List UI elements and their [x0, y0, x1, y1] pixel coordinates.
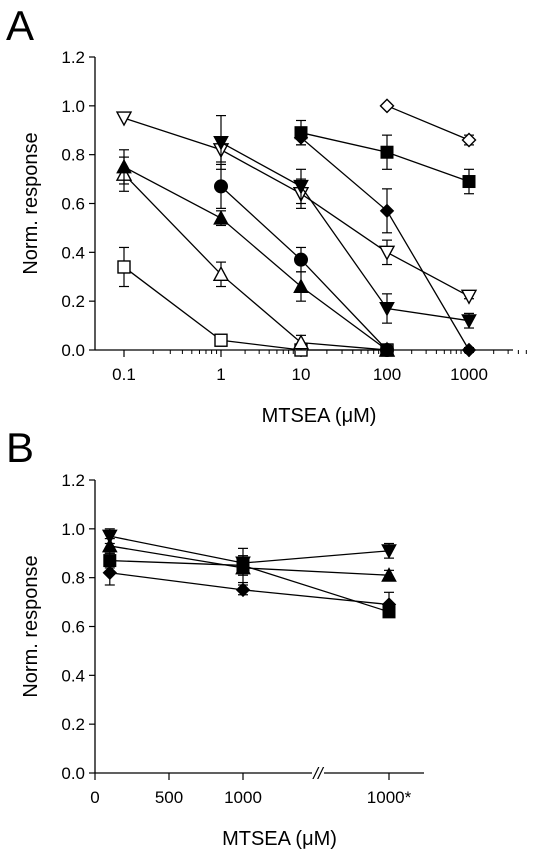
- x-tick-label: 1000: [450, 365, 488, 384]
- y-axis-title: Norm. response: [20, 132, 42, 274]
- series-filled-square: [294, 119, 476, 195]
- data-point-filled-triangle-down: [101, 529, 118, 545]
- data-point-filled-circle: [214, 179, 228, 194]
- data-point-filled-diamond: [235, 582, 251, 598]
- series-line: [123, 166, 388, 351]
- series-line: [220, 141, 470, 322]
- y-tick-label: 0.0: [61, 764, 85, 783]
- data-point-open-diamond: [379, 98, 395, 114]
- data-point-filled-triangle-up: [293, 278, 309, 294]
- series-open-triangle-up: [115, 156, 396, 357]
- data-point-open-triangle-up: [292, 334, 310, 350]
- chart-panel-a: 0.0 0.2 0.4 0.6 0.8 1.0 1.2 0.1 1 10 100 1000 MTSEA …: [20, 48, 527, 427]
- y-tick-label: 0.0: [61, 341, 85, 360]
- y-axis-title: Norm. response: [20, 555, 42, 697]
- y-tick-label: 1.2: [61, 48, 85, 67]
- data-point-filled-circle: [380, 343, 394, 357]
- x-tick-label: 1000*: [367, 788, 412, 807]
- y-tick-label: 0.6: [61, 195, 85, 214]
- y-tick-label: 0.2: [61, 292, 85, 311]
- data-point-filled-triangle-up: [381, 567, 397, 582]
- data-point-filled-triangle-down: [293, 179, 309, 195]
- panel-a-label: A: [6, 2, 34, 49]
- series-open-square: [117, 246, 394, 357]
- data-point-filled-triangle-down: [213, 135, 229, 151]
- x-tick-label: 0.1: [112, 365, 136, 384]
- data-point-open-square: [214, 333, 228, 347]
- series-line: [123, 173, 388, 351]
- x-tick-label: 10: [292, 365, 311, 384]
- y-tick-label: 0.4: [61, 666, 85, 685]
- series-line: [109, 572, 390, 606]
- series-filled-circle: [214, 163, 394, 357]
- data-point-open-triangle-up: [212, 265, 230, 282]
- data-point-filled-square: [236, 558, 250, 572]
- y-tick-label: 0.8: [61, 146, 85, 165]
- panel-b-label: B: [6, 424, 34, 471]
- data-point-filled-triangle-down: [461, 314, 477, 329]
- data-point-open-triangle-down: [115, 111, 133, 127]
- data-point-open-square: [117, 260, 131, 274]
- data-point-filled-square: [380, 145, 394, 159]
- data-point-filled-circle: [294, 252, 308, 267]
- y-tick-label: 0.8: [61, 569, 85, 588]
- y-tick-label: 1.0: [61, 520, 85, 539]
- data-point-filled-triangle-up: [116, 158, 132, 174]
- series-line: [123, 266, 387, 351]
- series-filled-diamond: [102, 559, 397, 618]
- data-point-filled-triangle-up: [213, 210, 229, 225]
- series-line: [220, 185, 388, 351]
- y-tick-label: 0.4: [61, 243, 85, 262]
- x-axis-title: MTSEA (μM): [262, 405, 377, 427]
- data-point-filled-square: [462, 175, 476, 189]
- series-line: [386, 105, 470, 141]
- series-open-diamond: [379, 98, 477, 148]
- data-point-open-triangle-down: [460, 289, 478, 305]
- chart-panel-b: 0.0 0.2 0.4 0.6 0.8 1.0 1.2 0 500 1000 1000* // MTSE…: [20, 471, 424, 850]
- series-filled-triangle-down: [213, 114, 477, 329]
- x-tick-label: 100: [373, 365, 401, 384]
- x-tick-label: 1000: [224, 788, 262, 807]
- x-tick-label: 1: [216, 365, 225, 384]
- data-point-open-diamond: [461, 132, 477, 148]
- y-tick-label: 1.0: [61, 97, 85, 116]
- data-point-filled-diamond: [102, 565, 118, 580]
- series-open-triangle-down: [115, 111, 478, 305]
- y-tick-label: 1.2: [61, 471, 85, 490]
- data-point-filled-triangle-down: [379, 301, 395, 317]
- data-point-filled-triangle-up: [101, 537, 118, 553]
- data-point-open-triangle-down: [378, 245, 396, 261]
- data-point-filled-diamond: [379, 203, 395, 219]
- data-point-filled-diamond: [461, 342, 477, 358]
- axis-break-mark: //: [312, 764, 325, 783]
- data-point-filled-diamond: [381, 597, 397, 612]
- x-tick-label: 0: [90, 788, 99, 807]
- y-tick-label: 0.6: [61, 618, 85, 637]
- data-point-filled-square: [294, 126, 308, 140]
- x-axis-title: MTSEA (μM): [222, 828, 337, 850]
- y-tick-label: 0.2: [61, 715, 85, 734]
- x-tick-label: 500: [155, 788, 183, 807]
- data-point-filled-triangle-down: [381, 544, 397, 559]
